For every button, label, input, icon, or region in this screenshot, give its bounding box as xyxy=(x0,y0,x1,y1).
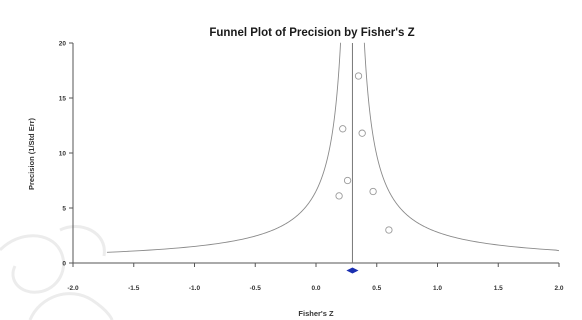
y-tick-label: 5 xyxy=(62,206,66,213)
y-axis-label: Precision (1/Std Err) xyxy=(27,117,36,190)
study-point xyxy=(369,187,377,196)
x-axis-label: Fisher's Z xyxy=(298,309,334,318)
plot-area: 0 5 10 15 20 -2.0 -1.5 -1.0 -0.5 0.0 0.5 1.0 1.5 2.0 xyxy=(59,41,564,293)
x-tick-label: -1.5 xyxy=(128,285,140,292)
study-point xyxy=(335,192,343,200)
study-points xyxy=(335,72,393,234)
funnel-right-boundary xyxy=(363,42,560,252)
summary-effect-diamond xyxy=(346,267,359,274)
x-tick-label: 1.5 xyxy=(494,285,503,292)
x-tick-label: 0.0 xyxy=(311,285,320,292)
x-tick-label: 0.5 xyxy=(372,285,381,292)
x-tick-label: -1.0 xyxy=(189,285,201,292)
study-point xyxy=(343,176,352,185)
y-tick-label: 10 xyxy=(59,151,67,158)
watermark-logo xyxy=(0,224,114,320)
x-tick-label: -2.0 xyxy=(67,285,79,292)
study-point xyxy=(339,125,347,133)
y-tick-label: 15 xyxy=(59,96,67,103)
x-tick-label: 2.0 xyxy=(554,285,563,292)
chart-title: Funnel Plot of Precision by Fisher's Z xyxy=(209,27,414,39)
study-point xyxy=(358,129,366,137)
x-tick-label: 1.0 xyxy=(433,285,442,292)
funnel-left-boundary xyxy=(106,42,341,253)
y-tick-label: 0 xyxy=(62,261,66,268)
study-point xyxy=(354,72,363,80)
y-axis-ticks: 0 5 10 15 20 xyxy=(59,41,73,268)
x-tick-label: -0.5 xyxy=(250,285,262,292)
y-tick-label: 20 xyxy=(59,41,67,48)
x-axis-ticks: -2.0 -1.5 -1.0 -0.5 0.0 0.5 1.0 1.5 2.0 xyxy=(67,263,564,292)
study-point xyxy=(385,226,393,234)
